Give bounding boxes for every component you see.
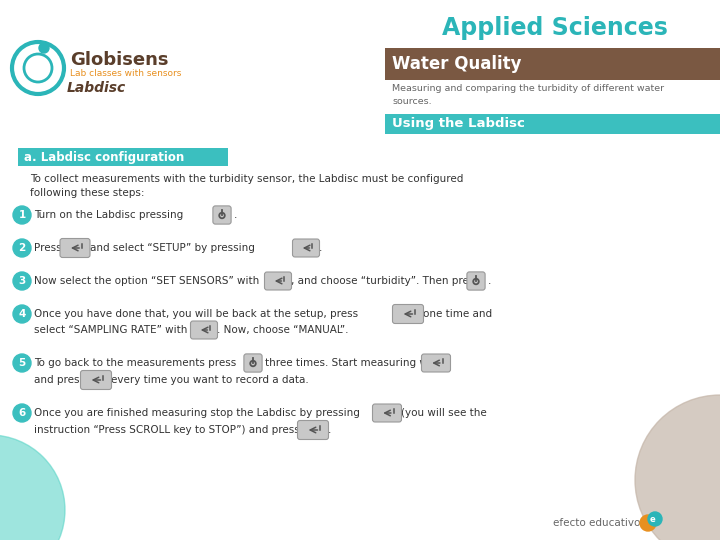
Text: Labdisc: Labdisc — [67, 81, 126, 95]
Text: .: . — [488, 276, 491, 286]
Text: To go back to the measurements press: To go back to the measurements press — [34, 358, 236, 368]
Text: Water Quality: Water Quality — [392, 55, 521, 73]
Circle shape — [13, 404, 31, 422]
FancyBboxPatch shape — [213, 206, 231, 224]
FancyBboxPatch shape — [264, 272, 292, 290]
Text: .: . — [319, 243, 323, 253]
FancyBboxPatch shape — [292, 239, 320, 257]
Text: Turn on the Labdisc pressing: Turn on the Labdisc pressing — [34, 210, 184, 220]
Text: Now select the option “SET SENSORS” with: Now select the option “SET SENSORS” with — [34, 276, 259, 286]
FancyBboxPatch shape — [81, 370, 112, 389]
Text: a. Labdisc configuration: a. Labdisc configuration — [24, 151, 184, 164]
Text: (you will see the: (you will see the — [401, 408, 487, 418]
FancyBboxPatch shape — [385, 114, 720, 134]
Circle shape — [13, 354, 31, 372]
FancyBboxPatch shape — [467, 272, 485, 290]
Circle shape — [0, 435, 65, 540]
Circle shape — [640, 515, 656, 531]
Text: select “SAMPLING RATE” with: select “SAMPLING RATE” with — [34, 325, 187, 335]
Text: e: e — [650, 515, 656, 523]
Text: .: . — [328, 425, 331, 435]
FancyBboxPatch shape — [392, 305, 423, 323]
Text: Measuring and comparing the turbidity of different water
sources.: Measuring and comparing the turbidity of… — [392, 84, 664, 105]
Circle shape — [39, 43, 49, 53]
Text: .: . — [234, 210, 238, 220]
Text: To collect measurements with the turbidity sensor, the Labdisc must be configure: To collect measurements with the turbidi… — [30, 174, 464, 198]
Text: Using the Labdisc: Using the Labdisc — [392, 118, 525, 131]
FancyBboxPatch shape — [191, 321, 217, 339]
Circle shape — [648, 512, 662, 526]
Circle shape — [635, 395, 720, 540]
Circle shape — [13, 239, 31, 257]
Text: Press: Press — [34, 243, 62, 253]
FancyBboxPatch shape — [421, 354, 451, 372]
Text: . Now, choose “MANUAL”.: . Now, choose “MANUAL”. — [217, 325, 348, 335]
Circle shape — [13, 305, 31, 323]
Circle shape — [13, 206, 31, 224]
Text: 1: 1 — [19, 210, 26, 220]
Text: 3: 3 — [19, 276, 26, 286]
FancyBboxPatch shape — [385, 48, 720, 80]
Text: 6: 6 — [19, 408, 26, 418]
Text: 5: 5 — [19, 358, 26, 368]
Text: efecto educativo: efecto educativo — [553, 518, 640, 528]
Text: every time you want to record a data.: every time you want to record a data. — [111, 375, 309, 385]
Text: Lab classes with sensors: Lab classes with sensors — [70, 70, 181, 78]
FancyBboxPatch shape — [60, 239, 90, 258]
FancyBboxPatch shape — [18, 148, 228, 166]
Text: , and choose “turbidity”. Then press: , and choose “turbidity”. Then press — [291, 276, 480, 286]
Text: Once you are finished measuring stop the Labdisc by pressing: Once you are finished measuring stop the… — [34, 408, 360, 418]
FancyBboxPatch shape — [372, 404, 402, 422]
Text: 4: 4 — [18, 309, 26, 319]
Text: Once you have done that, you will be back at the setup, press: Once you have done that, you will be bac… — [34, 309, 358, 319]
Text: three times. Start measuring with: three times. Start measuring with — [265, 358, 441, 368]
Text: Applied Sciences: Applied Sciences — [442, 16, 668, 40]
FancyBboxPatch shape — [297, 421, 328, 440]
Text: Globisens: Globisens — [70, 51, 168, 69]
Text: 2: 2 — [19, 243, 26, 253]
Text: and press: and press — [34, 375, 85, 385]
Circle shape — [13, 272, 31, 290]
Text: one time and: one time and — [423, 309, 492, 319]
FancyBboxPatch shape — [244, 354, 262, 372]
Text: instruction “Press SCROLL key to STOP”) and press: instruction “Press SCROLL key to STOP”) … — [34, 425, 300, 435]
Text: and select “SETUP” by pressing: and select “SETUP” by pressing — [90, 243, 255, 253]
